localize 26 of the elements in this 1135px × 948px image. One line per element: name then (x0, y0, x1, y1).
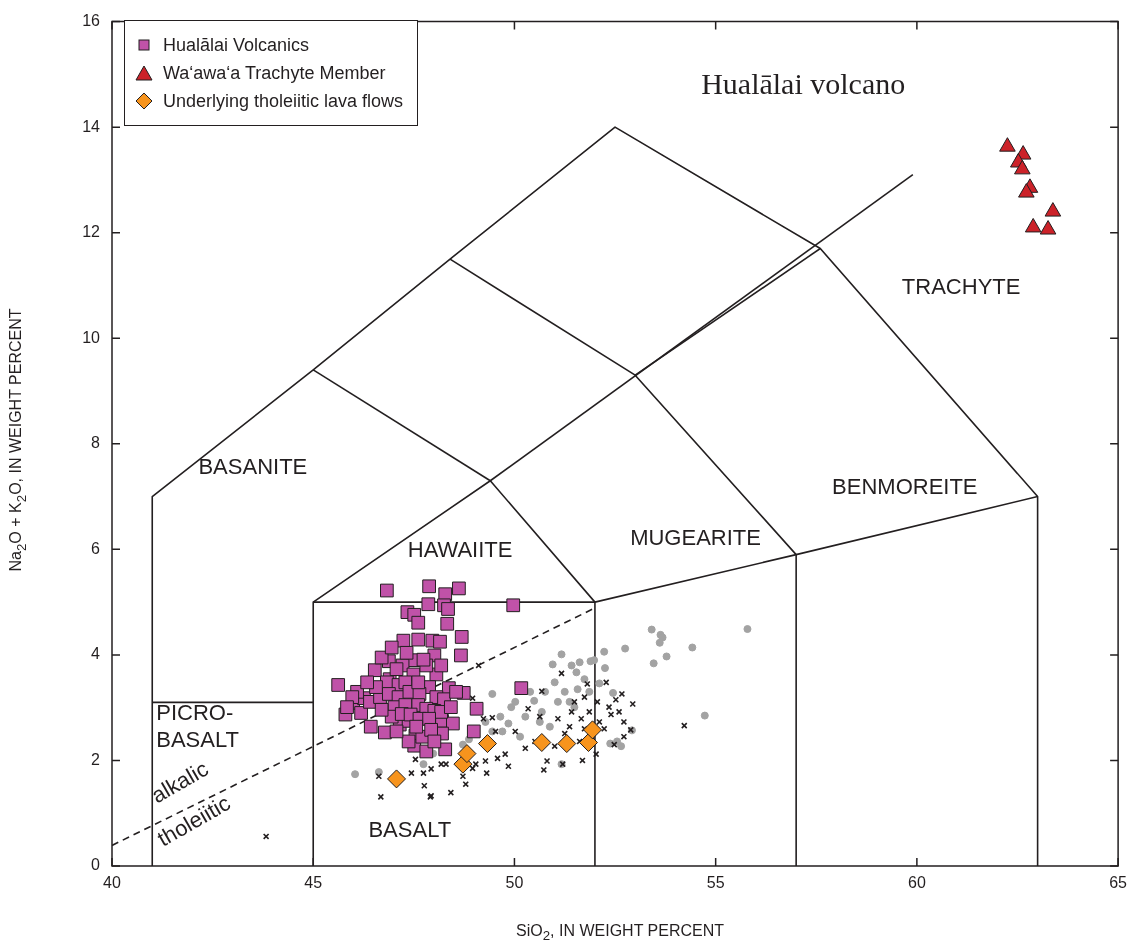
legend-label: Wa‘awa‘a Trachyte Member (163, 62, 386, 85)
x-tick-label: 65 (1109, 874, 1128, 892)
y-tick-label: 6 (91, 539, 101, 557)
annotation: TRACHYTE (901, 274, 1021, 300)
y-tick-label: 4 (91, 645, 101, 663)
y-tick-label: 2 (91, 750, 101, 768)
y-tick-label: 14 (82, 117, 101, 135)
annotation: HAWAIITE (407, 537, 513, 563)
legend-label: Hualālai Volcanics (163, 34, 310, 57)
y-tick-label: 10 (82, 328, 101, 346)
y-tick-label: 16 (82, 12, 101, 30)
annotation: BASALT (368, 816, 452, 842)
x-tick-label: 40 (103, 874, 121, 892)
legend-label: Underlying tholeiitic lava flows (163, 90, 404, 113)
x-axis-title: SiO$_{2}$, IN WEIGHT PERCENT (515, 922, 725, 944)
x-tick-label: 50 (505, 874, 524, 892)
annotation: BASANITE (198, 453, 308, 479)
y-tick-label: 8 (91, 434, 101, 452)
annotation: BENMOREITE (832, 473, 978, 499)
x-tick-label: 60 (907, 874, 926, 892)
y-tick-label: 0 (91, 856, 101, 874)
y-tick-label: 12 (82, 223, 101, 241)
x-tick-label: 45 (304, 874, 323, 892)
text: Hualālai volcano (701, 67, 906, 101)
x-tick-label: 55 (706, 874, 725, 892)
annotation: MUGEARITE (630, 524, 761, 550)
